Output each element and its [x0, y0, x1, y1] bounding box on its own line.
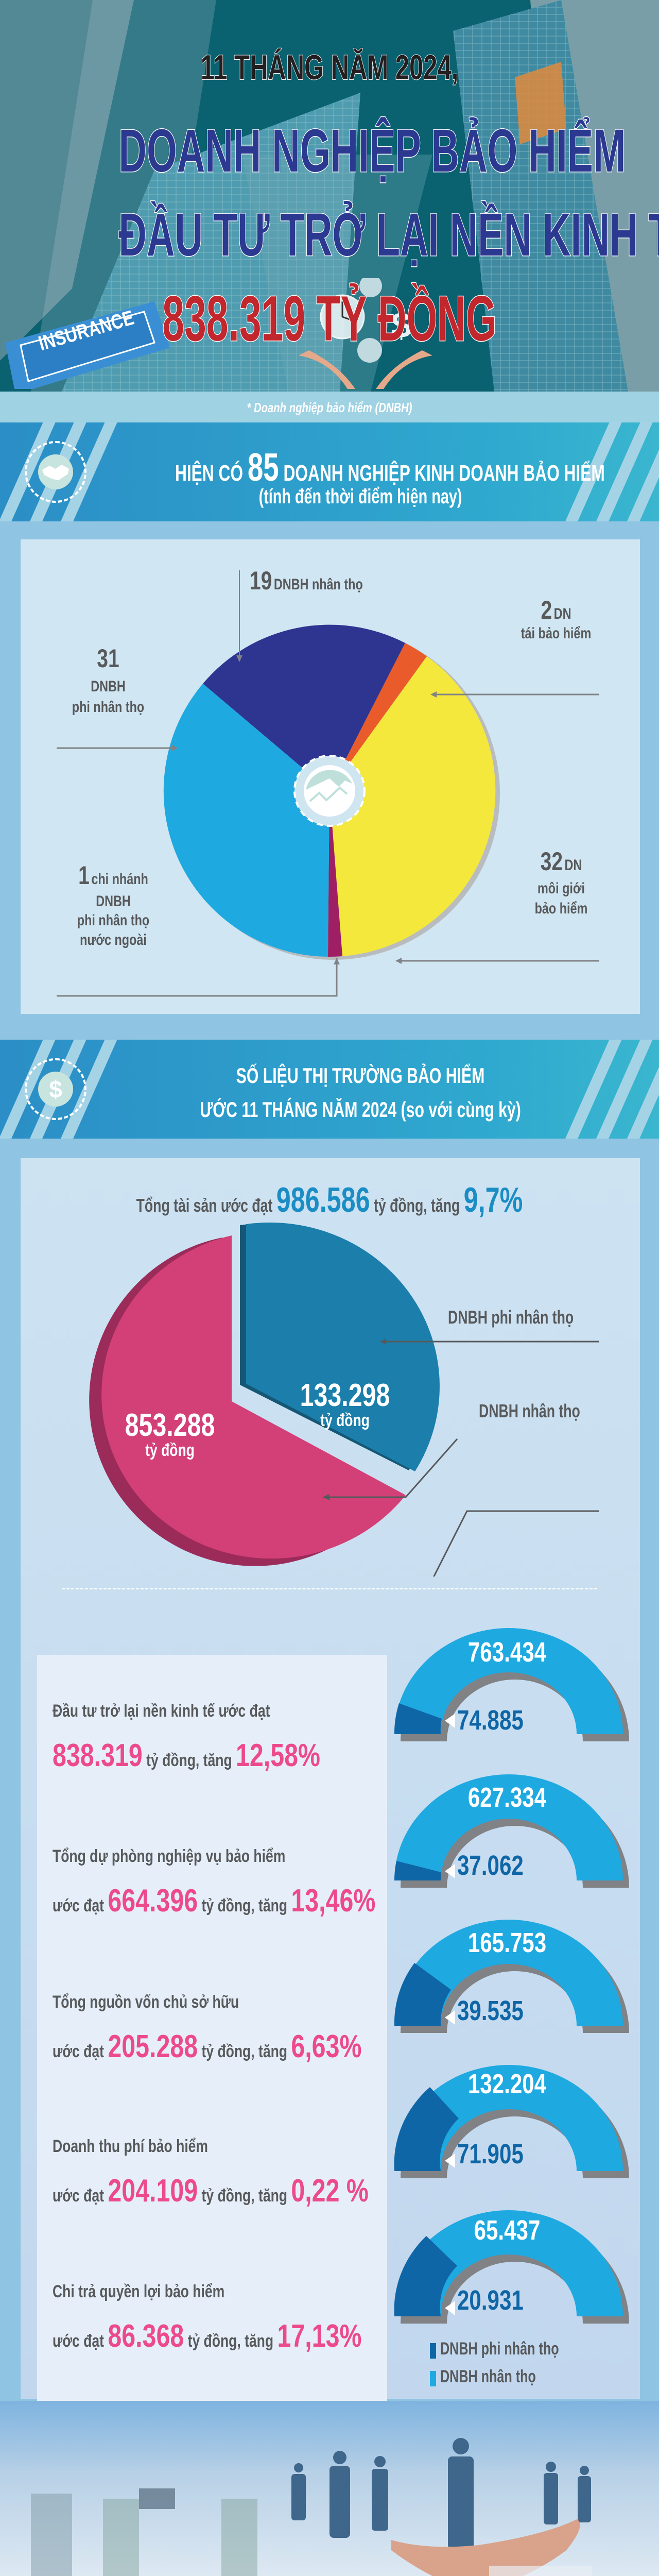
stat-growth: 12,58% — [236, 1738, 321, 1773]
gauge-claims-paid — [394, 2210, 629, 2324]
label-reinsurers: 2 DN tái bảo hiểm — [521, 596, 592, 642]
stat-growth: 17,13% — [277, 2318, 362, 2354]
gauge-life-value: 132.204 — [467, 2069, 547, 2099]
asset-nonlife-legend-label: DNBH phi nhân thọ — [448, 1307, 574, 1328]
people-on-hand-illustration — [31, 2438, 592, 2576]
stat-value: 86.368 — [108, 2318, 184, 2354]
gauge-life-value: 165.753 — [467, 1927, 547, 1958]
enterprise-count-number: 85 — [247, 446, 279, 489]
svg-text:$: $ — [391, 305, 411, 345]
pie-slice-nonlife — [163, 684, 330, 957]
hero-banner: INSURANCE $ 11 THÁNG NĂM 2024, DOANH NGH… — [0, 0, 659, 392]
label-life-insurers: 19 DNBH nhân thọ — [250, 566, 363, 595]
hero-headline-amount: 838.319 TỶ ĐỒNG — [162, 283, 497, 355]
label-foreign-branch: 1 chi nhánh DNBH phi nhân thọ nước ngoài — [77, 861, 150, 948]
market-data-title: SỐ LIỆU THỊ TRƯỜNG BẢO HIỂM — [236, 1063, 485, 1088]
asset-life-leader-arrow — [322, 1494, 406, 1500]
section-divider — [62, 1588, 597, 1589]
asset-nonlife-value-label: 133.298 tỷ đồng — [300, 1378, 390, 1430]
abbreviation-note: * Doanh nghiệp bảo hiểm (DNBH) — [247, 400, 412, 415]
gauge-nonlife-value: 20.931 — [457, 2285, 524, 2316]
gauge-technical-reserves — [394, 1774, 629, 1888]
gauge-nonlife-value: 39.535 — [457, 1995, 524, 2026]
hero-date-heading: 11 THÁNG NĂM 2024, — [200, 47, 459, 88]
gauge-nonlife-value: 74.885 — [457, 1705, 524, 1736]
enterprise-count-subtitle: (tính đến thời điểm hiện nay) — [258, 485, 462, 508]
stat-row-claims-paid: Chi trả quyền lợi bảo hiểm ước đạt 86.36… — [0, 2235, 659, 2431]
stat-growth: 13,46% — [291, 1883, 376, 1919]
gauge-nonlife-value: 71.905 — [457, 2139, 524, 2170]
enterprise-count-title: HIỆN CÓ 85 DOANH NGHIỆP KINH DOANH BẢO H… — [175, 446, 605, 489]
gauge-nonlife-value: 37.062 — [457, 1850, 524, 1881]
asset-life-leader-diagonal — [405, 1438, 458, 1498]
label-nonlife-insurers: 31 DNBH phi nhân thọ — [72, 644, 145, 716]
hero-title-line-2: ĐẦU TƯ TRỞ LẠI NỀN KINH TẾ — [118, 200, 659, 270]
gauge-owner-equity — [394, 1920, 629, 2033]
stat-text-box: Chi trả quyền lợi bảo hiểm ước đạt 86.36… — [37, 2235, 387, 2425]
pie-slice-foreign-branch — [328, 791, 342, 957]
market-data-subtitle: ƯỚC 11 THÁNG NĂM 2024 (so với cùng kỳ) — [200, 1097, 521, 1122]
legend-swatch-life — [430, 2371, 436, 2386]
footer-illustration — [0, 2401, 659, 2576]
asset-slice-nonlife — [246, 1222, 440, 1471]
stat-value: 838.319 — [53, 1738, 143, 1773]
stat-value: 204.109 — [108, 2173, 198, 2209]
enterprise-count-banner: HIỆN CÓ 85 DOANH NGHIỆP KINH DOANH BẢO H… — [0, 422, 659, 521]
total-assets-pie-chart — [89, 1222, 599, 1577]
stat-value: 664.396 — [108, 1883, 198, 1919]
enterprise-pie-chart — [57, 570, 599, 997]
handshake-icon — [25, 441, 86, 503]
financial-icons-hands-illustration: $ — [299, 278, 432, 389]
insurance-sign-illustration: INSURANCE — [5, 286, 170, 392]
total-assets-value: 986.586 — [276, 1180, 370, 1219]
asset-life-leader — [0, 1525, 659, 1566]
pie-slice-life — [203, 624, 405, 791]
dollar-coin-icon: $ — [25, 1058, 86, 1120]
pie-slice-reinsurance — [330, 643, 427, 791]
pie-slice-broker — [330, 656, 496, 956]
asset-life-legend-label: DNBH nhân thọ — [479, 1400, 580, 1421]
total-assets-headline: Tổng tài sản ước đạt 986.586 tỷ đồng, tă… — [136, 1180, 523, 1219]
gauge-life-value: 627.334 — [467, 1782, 547, 1813]
label-brokers: 32 DN môi giới bảo hiểm — [534, 847, 588, 917]
gauge-life-value: 763.434 — [467, 1637, 547, 1668]
stat-growth: 0,22 % — [291, 2173, 369, 2209]
hero-title-line-1: DOANH NGHIỆP BẢO HIỂM — [118, 116, 626, 186]
asset-slice-life — [101, 1235, 406, 1559]
gauge-investment — [394, 1628, 629, 1741]
gauge-premium-revenue — [394, 2065, 629, 2178]
stat-growth: 6,63% — [291, 2029, 362, 2064]
total-assets-growth: 9,7% — [463, 1180, 523, 1219]
gauge-life-value: 65.437 — [474, 2215, 541, 2246]
legend-swatch-nonlife — [430, 2343, 436, 2359]
market-data-banner: $ SỐ LIỆU THỊ TRƯỜNG BẢO HIỂM ƯỚC 11 THÁ… — [0, 1040, 659, 1139]
abbreviation-note-band: * Doanh nghiệp bảo hiểm (DNBH) — [0, 392, 659, 423]
asset-life-value-label: 853.288 tỷ đồng — [125, 1408, 215, 1460]
stat-value: 205.288 — [108, 2029, 198, 2064]
